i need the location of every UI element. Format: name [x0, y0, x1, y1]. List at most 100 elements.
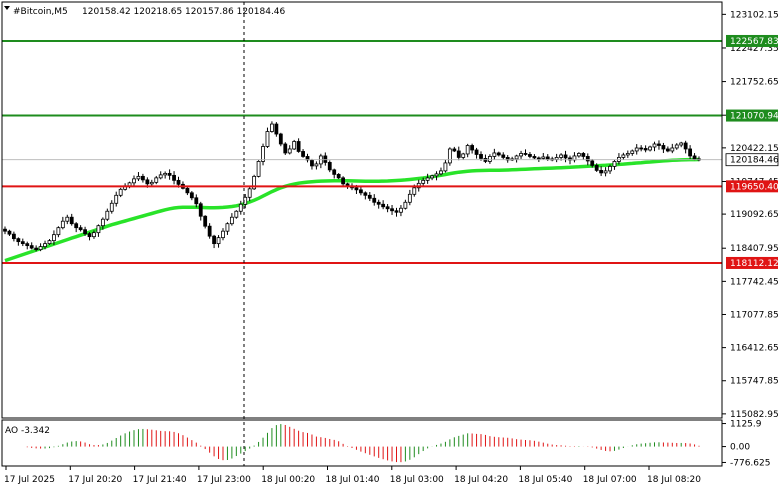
candle-body	[523, 153, 528, 155]
candle-body	[514, 155, 519, 160]
candle-body	[314, 163, 319, 167]
candle-body	[425, 177, 430, 181]
candle	[594, 163, 599, 172]
candle	[536, 156, 541, 162]
candle-body	[608, 166, 612, 172]
candle-body	[327, 162, 332, 171]
candle-body	[83, 229, 87, 235]
candle	[461, 152, 466, 160]
price-tick-label: 117742.45	[730, 277, 779, 287]
candle-body	[648, 146, 652, 151]
candle-body	[216, 237, 221, 245]
candle	[229, 213, 234, 226]
candle	[141, 173, 145, 183]
candle-body	[599, 169, 604, 174]
time-tick-label: 17 Jul 21:40	[133, 475, 187, 485]
candle	[625, 150, 630, 158]
candle	[74, 222, 79, 233]
price-tick-label: 123102.15	[730, 10, 779, 20]
candle	[136, 172, 141, 181]
candle	[114, 191, 119, 207]
candle	[390, 205, 394, 215]
candle-body	[278, 133, 283, 145]
candle-body	[65, 216, 70, 222]
candle-body	[683, 142, 688, 150]
candle	[292, 139, 297, 150]
candle-body	[38, 246, 43, 251]
ao-indicator-label: AO -3.342	[5, 426, 50, 436]
candle	[403, 199, 408, 210]
candle-body	[670, 147, 675, 152]
candle	[430, 174, 434, 181]
candle-body	[256, 161, 261, 177]
candle	[576, 152, 581, 158]
candle	[528, 152, 532, 159]
candle	[234, 210, 239, 219]
candle-body	[141, 175, 145, 181]
candle-body	[296, 141, 301, 152]
candle	[679, 141, 684, 148]
candle	[688, 145, 693, 160]
candle-body	[688, 148, 693, 157]
candle-body	[336, 173, 341, 179]
candle	[541, 152, 546, 160]
candle-body	[136, 175, 141, 180]
candle	[118, 187, 123, 198]
candle-body	[585, 156, 590, 162]
candle-body	[234, 210, 239, 218]
symbol-dropdown-icon[interactable]	[4, 6, 10, 10]
candle	[336, 173, 341, 180]
candle-body	[399, 207, 403, 213]
candle-body	[287, 148, 292, 154]
candle-body	[47, 240, 52, 245]
candle-body	[536, 157, 541, 160]
candle-body	[118, 188, 123, 196]
candle-body	[154, 177, 159, 183]
time-tick-label: 18 Jul 00:20	[261, 475, 315, 485]
candle	[643, 145, 648, 153]
candle-body	[594, 165, 599, 171]
candle-body	[470, 145, 475, 151]
candle	[372, 194, 377, 206]
candle-body	[581, 153, 586, 157]
candle	[621, 152, 626, 160]
candle	[20, 238, 25, 247]
candle	[634, 144, 639, 155]
candle	[87, 232, 92, 241]
candle-body	[430, 175, 434, 179]
candle-body	[56, 227, 61, 236]
candle-body	[69, 216, 74, 225]
candle	[78, 225, 83, 232]
price-tick-label: 119092.65	[730, 210, 779, 220]
candle-body	[212, 235, 216, 245]
candle	[238, 200, 243, 215]
level-price-tag	[726, 180, 778, 193]
candle	[60, 216, 65, 230]
candle-body	[60, 220, 65, 229]
candle-body	[20, 241, 25, 245]
candle	[363, 191, 368, 200]
candle-body	[372, 197, 377, 203]
candle	[385, 204, 390, 213]
candle-body	[488, 156, 492, 162]
candle	[185, 186, 190, 196]
candle-body	[163, 172, 168, 176]
main-plot-frame	[1, 1, 723, 419]
time-tick-label: 18 Jul 08:20	[647, 475, 701, 485]
candle	[47, 239, 52, 245]
candle	[639, 145, 644, 152]
candle-body	[247, 188, 252, 198]
candle	[25, 241, 30, 250]
candle-body	[203, 215, 208, 227]
candle-body	[394, 210, 399, 213]
moving-average-line	[4, 157, 700, 263]
price-tick-label: 120422.15	[730, 144, 779, 154]
candle-body	[301, 151, 305, 157]
price-tick-label: 117077.85	[730, 310, 779, 320]
candle	[608, 164, 612, 174]
candle	[301, 149, 305, 158]
candle-body	[78, 227, 83, 231]
candle-body	[519, 153, 523, 157]
